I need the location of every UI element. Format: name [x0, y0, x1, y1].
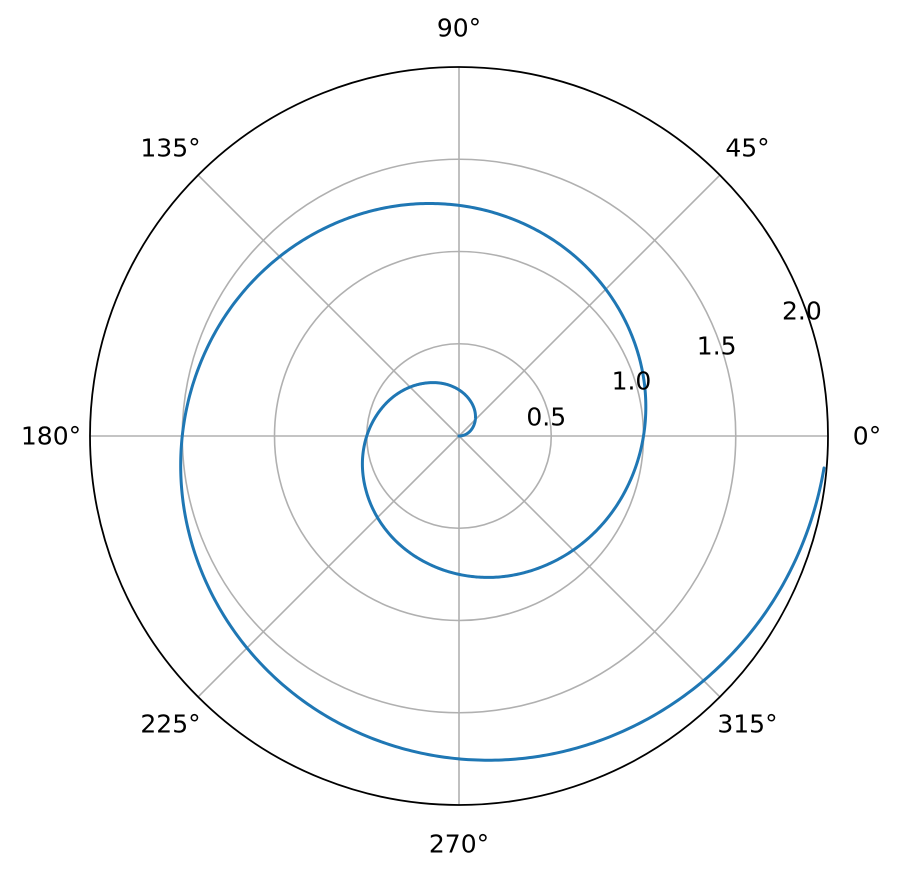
spiral-series — [179, 202, 826, 762]
angular-gridline-225 — [197, 435, 460, 698]
r-tick-label-1.0: 1.0 — [611, 366, 652, 396]
theta-tick-label-180: 180° — [20, 421, 82, 451]
r-tick-label-1.5: 1.5 — [696, 331, 737, 361]
theta-tick-label-90: 90° — [436, 13, 482, 43]
theta-tick-label-45: 45° — [725, 133, 770, 162]
theta-tick-label-225: 225° — [140, 709, 201, 739]
angular-gridline-135 — [197, 174, 460, 437]
r-tick-label-2.0: 2.0 — [782, 296, 822, 326]
series-line-archimedean-spiral — [179, 202, 826, 762]
outer-spine — [89, 66, 829, 806]
angular-gridline-45 — [458, 174, 721, 437]
theta-tick-label-0: 0° — [852, 421, 882, 451]
r-tick-label-0.5: 0.5 — [526, 402, 567, 432]
theta-tick-label-315: 315° — [717, 709, 778, 739]
theta-tick-label-135: 135° — [140, 133, 201, 162]
theta-tick-label-270: 270° — [428, 829, 490, 859]
polar-outer-spine — [89, 66, 829, 806]
angular-gridline-315 — [458, 435, 721, 698]
